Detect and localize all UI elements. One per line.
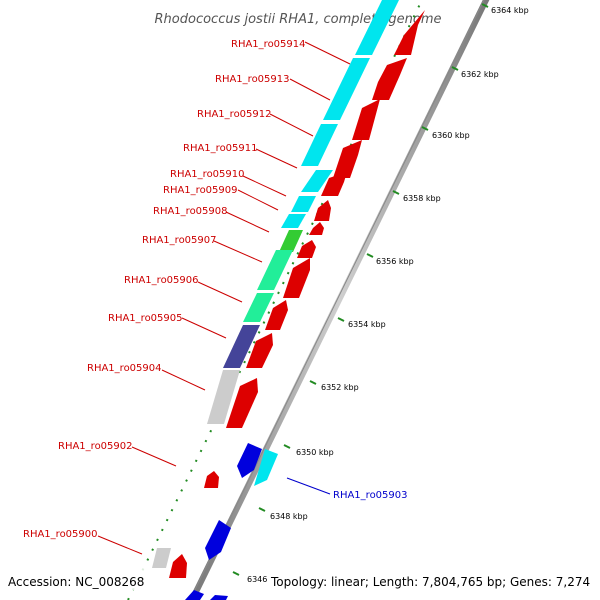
gene-arrow[interactable] xyxy=(265,300,288,330)
gene-arrow[interactable] xyxy=(205,520,231,560)
gene-arrow[interactable] xyxy=(321,172,347,196)
left-dotted-line xyxy=(127,0,423,600)
gene-class-bar[interactable] xyxy=(279,230,303,252)
gene-label[interactable]: RHA1_ro05907 xyxy=(142,235,217,246)
gene-arrow[interactable] xyxy=(309,222,324,235)
gene-class-bar[interactable] xyxy=(291,196,316,212)
gene-label[interactable]: RHA1_ro05913 xyxy=(215,74,290,85)
gene-arrow[interactable] xyxy=(314,200,331,221)
gene-label[interactable]: RHA1_ro05902 xyxy=(58,441,133,452)
gene-arrow[interactable] xyxy=(237,443,262,478)
map-title: Rhodococcus jostii RHA1, complete genome xyxy=(155,12,442,27)
gene-arrow[interactable] xyxy=(333,140,362,178)
tick-label: 6350 kbp xyxy=(296,448,334,457)
gene-label[interactable]: RHA1_ro05912 xyxy=(197,109,272,120)
ruler-ticks: 6364 kbp 6362 kbp 6360 kbp 6358 kbp 6356… xyxy=(232,3,529,584)
gene-arrow[interactable] xyxy=(283,258,310,298)
gene-label[interactable]: RHA1_ro05906 xyxy=(124,275,199,286)
gene-label[interactable]: RHA1_ro05911 xyxy=(183,143,258,154)
genome-summary-text: Topology: linear; Length: 7,804,765 bp; … xyxy=(270,575,590,589)
backbone-edge xyxy=(189,0,485,600)
tick-label: 6354 kbp xyxy=(348,320,386,329)
genome-backbone xyxy=(189,0,490,600)
gene-class-bar[interactable] xyxy=(243,293,274,322)
gene-labels: RHA1_ro05914 RHA1_ro05913 RHA1_ro05912 R… xyxy=(23,39,408,540)
gene-class-bar[interactable] xyxy=(281,214,306,228)
gene-class-bar[interactable] xyxy=(207,370,240,424)
accession-text: Accession: NC_008268 xyxy=(8,575,144,589)
gene-arrow[interactable] xyxy=(372,58,407,100)
gene-label[interactable]: RHA1_ro05904 xyxy=(87,363,162,374)
tick-label: 6356 kbp xyxy=(376,257,414,266)
leader-line-reverse xyxy=(286,477,331,495)
gene-arrow[interactable] xyxy=(210,595,228,600)
leader-lines xyxy=(97,41,351,555)
gene-arrow[interactable] xyxy=(297,240,316,258)
gene-class-bar[interactable] xyxy=(323,58,370,120)
tick-label: 6346 xyxy=(247,575,267,584)
gene-arrow[interactable] xyxy=(246,333,273,368)
tick-label: 6362 kbp xyxy=(461,70,499,79)
tick-label: 6364 kbp xyxy=(491,6,529,15)
gene-arrow[interactable] xyxy=(352,99,380,140)
gene-label[interactable]: RHA1_ro05903 xyxy=(333,490,408,501)
gene-arrow[interactable] xyxy=(169,554,187,578)
gene-label[interactable]: RHA1_ro05910 xyxy=(170,169,245,180)
gene-label[interactable]: RHA1_ro05909 xyxy=(163,185,238,196)
gene-label[interactable]: RHA1_ro05914 xyxy=(231,39,306,50)
gene-class-bar[interactable] xyxy=(152,548,171,568)
gene-class-bar[interactable] xyxy=(301,124,338,166)
gene-arrow[interactable] xyxy=(204,471,219,488)
tick-label: 6348 kbp xyxy=(270,512,308,521)
tick-label: 6360 kbp xyxy=(432,131,470,140)
gene-arrow[interactable] xyxy=(394,10,425,55)
gene-class-bar[interactable] xyxy=(254,449,278,486)
gene-class-bar[interactable] xyxy=(355,0,399,55)
gene-class-bar[interactable] xyxy=(301,170,333,192)
gene-label[interactable]: RHA1_ro05908 xyxy=(153,206,228,217)
gene-class-bar[interactable] xyxy=(257,250,293,290)
gene-class-bar[interactable] xyxy=(223,325,260,368)
gene-label[interactable]: RHA1_ro05900 xyxy=(23,529,98,540)
gene-label[interactable]: RHA1_ro05905 xyxy=(108,313,183,324)
gene-features xyxy=(152,0,425,600)
tick-label: 6352 kbp xyxy=(321,383,359,392)
tick-label: 6358 kbp xyxy=(403,194,441,203)
gene-arrow[interactable] xyxy=(226,378,258,428)
gene-arrow[interactable] xyxy=(185,590,204,600)
